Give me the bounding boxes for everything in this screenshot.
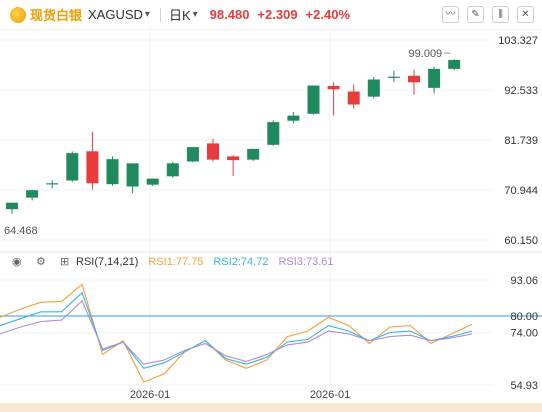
candle-body [287,115,300,121]
candle-body [106,159,119,185]
candle-body [6,202,18,210]
rsi-title: RSI(7,14,21) [76,256,139,268]
candle-body [267,122,280,145]
candle-icon[interactable]: ⫼ [492,6,509,23]
last-price: 98.480 [209,7,250,22]
rsi1-value: RSI1:77.75 [148,256,204,268]
toolbar-icons: 〰 ✎ ⫼ ✕ [442,6,534,23]
rsi3-value: RSI3:73.61 [278,256,334,268]
candle-body [428,68,441,88]
max-price-label: 99.009 [409,48,443,60]
candle-body [26,190,39,198]
line-chart-icon[interactable]: 〰 [442,6,459,23]
candle-body [387,76,400,78]
pencil-icon[interactable]: ✎ [467,6,484,23]
price-change-pct: +2.40% [305,7,350,22]
settings-icon[interactable]: ⚙ [36,256,46,268]
divider [159,7,161,22]
min-price-label: 64.468 [4,225,38,237]
chevron-down-icon[interactable]: ▾ [192,9,198,20]
rsi-series-line-rsi1 [0,283,473,383]
rsi-series-line-rsi3 [0,299,473,365]
symbol-select[interactable]: XAGUSD [88,7,143,22]
candle-body [327,85,340,90]
x-tick-label: 2026-01 [130,389,170,401]
candle-body [86,151,99,184]
candle-body [207,143,219,160]
x-tick-label: 2026-01 [310,389,350,401]
candle-body [126,163,139,187]
candle-body [367,79,380,97]
eye-icon[interactable]: ◉ [12,256,22,268]
candle-body [347,91,360,105]
x-axis-strip [0,403,542,412]
close-icon[interactable]: ✕ [517,6,534,23]
candle-body [186,147,199,162]
y-tick-label: 81.739 [504,135,538,147]
candle-body [227,156,240,161]
candle-body [247,148,260,160]
candle-body [448,60,461,69]
header-toolbar: 现货白银 XAGUSD ▾ 日K ▾ 98.480 +2.309 +2.40% … [0,0,542,30]
y-tick-label: 103.327 [498,35,538,47]
expand-icon[interactable]: ⊞ [60,256,70,268]
rsi-y-tick-label: 80.00 [510,311,538,323]
candle-body [166,163,179,177]
rsi-y-tick-label: 54.93 [510,380,538,392]
y-tick-label: 92.533 [504,85,538,97]
candle-body [408,75,420,83]
candle-body [66,153,79,181]
product-name: 现货白银 [30,8,83,23]
silver-coin-icon [10,6,26,23]
y-tick-label: 70.944 [504,185,538,197]
rsi-legend: ◉ ⚙ ⊞ RSI(7,14,21) RSI1:77.75 RSI2:74.72… [0,253,334,271]
candle-body [307,85,320,114]
rsi-y-tick-label: 74.00 [510,327,538,339]
candle-body [46,183,59,185]
y-tick-label: 60.150 [504,235,538,247]
price-change: +2.309 [257,7,298,22]
rsi-y-tick-label: 93.06 [510,275,538,287]
candle-body [146,178,159,185]
chevron-down-icon[interactable]: ▾ [144,9,150,20]
period-select[interactable]: 日K [168,8,191,23]
chart-area: 103.327 92.533 81.739 70.944 60.150 99.009 64.… [0,30,542,412]
rsi2-value: RSI2:74.72 [213,256,269,268]
rsi-series-line-rsi2 [0,291,473,369]
